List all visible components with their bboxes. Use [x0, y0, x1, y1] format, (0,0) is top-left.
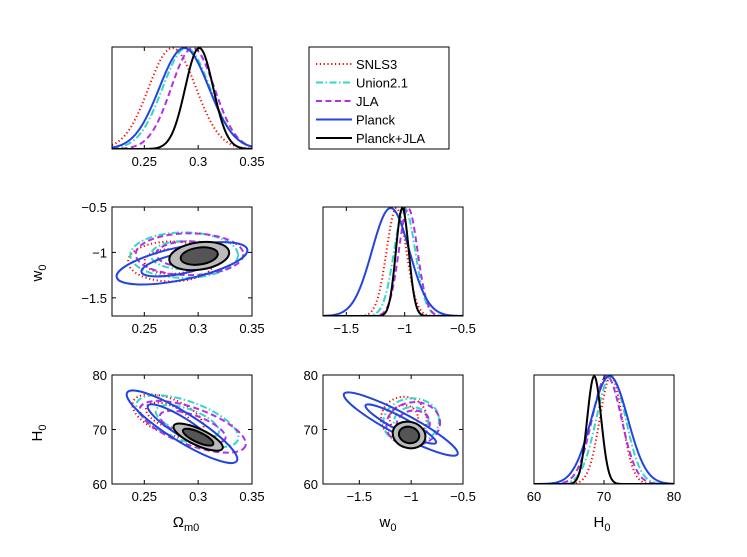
xlabel-om: Ωm0 — [173, 514, 200, 534]
y-tick-label: 60 — [93, 477, 107, 492]
legend-label: Planck — [356, 113, 396, 128]
xlabel-w0: w0 — [379, 514, 397, 534]
om-marginal-panel: 0.25 0.3 0.35 — [111, 46, 265, 169]
x-tick-label: −0.5 — [450, 489, 476, 504]
x-tick-label: 0.35 — [239, 489, 264, 504]
curve-jla — [534, 375, 674, 484]
legend-label: Union2.1 — [356, 76, 408, 91]
y-tick-label: −1 — [92, 245, 107, 260]
x-tick-label: 60 — [527, 489, 541, 504]
axes-frame — [322, 206, 464, 317]
curve-union2-1 — [323, 207, 463, 316]
contour-jla-outer — [134, 232, 245, 277]
curve-planck-jla — [534, 375, 674, 484]
curve-planck — [323, 207, 463, 316]
curve-planck-jla — [323, 207, 463, 316]
contour-planck-jla-inner — [179, 246, 219, 266]
y-tick-label: 70 — [304, 423, 318, 438]
x-tick-label: −1.5 — [333, 321, 359, 336]
w0-marginal-panel: −1.5 −1 −0.5 — [322, 206, 476, 336]
x-tick-label: −1 — [397, 321, 412, 336]
om-h0-contours-panel: 0.25 0.3 0.35 60 70 80 — [93, 368, 265, 504]
x-tick-label: 70 — [597, 489, 611, 504]
x-tick-label: 80 — [667, 489, 681, 504]
axes-frame — [111, 206, 253, 317]
y-tick-label: −0.5 — [81, 200, 107, 215]
x-tick-label: −1.5 — [346, 489, 372, 504]
ylabel-w0: w0 — [29, 265, 49, 283]
contour-planck-jla-inner — [397, 425, 421, 445]
x-tick-label: 0.25 — [132, 154, 157, 169]
x-tick-label: 0.3 — [189, 489, 207, 504]
xlabel-h0: H0 — [594, 514, 611, 534]
axes-frame — [111, 46, 253, 150]
curve-planck — [112, 47, 252, 149]
x-tick-label: −1 — [404, 489, 419, 504]
w0-h0-contours-panel: −1.5 −1 −0.5 60 70 80 — [304, 368, 476, 504]
legend-label: SNLS3 — [356, 57, 397, 72]
y-tick-label: 80 — [304, 368, 318, 383]
legend-label: Planck+JLA — [356, 131, 425, 146]
legend-label: JLA — [356, 94, 379, 109]
x-tick-label: 0.25 — [132, 321, 157, 336]
curve-union2-1 — [112, 47, 252, 149]
x-tick-label: 0.25 — [132, 489, 157, 504]
curve-jla — [112, 47, 252, 149]
contour-union2-1-outer — [135, 394, 240, 449]
x-tick-label: 0.35 — [239, 321, 264, 336]
x-tick-label: 0.3 — [189, 321, 207, 336]
ylabel-h0: H0 — [29, 425, 49, 442]
curve-planck-jla — [112, 47, 252, 149]
x-tick-label: −0.5 — [450, 321, 476, 336]
curve-planck — [534, 375, 674, 484]
x-tick-label: 0.3 — [189, 154, 207, 169]
contour-planck-outer — [125, 389, 239, 465]
legend: SNLS3 Union2.1 JLA Planck Planck+JLA — [308, 46, 450, 150]
y-tick-label: −1.5 — [81, 291, 107, 306]
curve-snls3 — [534, 375, 674, 484]
x-tick-label: 0.35 — [239, 154, 264, 169]
contour-planck-jla-inner — [181, 427, 215, 447]
contour-jla-outer — [138, 399, 247, 454]
y-tick-label: 80 — [93, 368, 107, 383]
y-tick-label: 70 — [93, 423, 107, 438]
h0-marginal-panel: 60 70 80 — [527, 374, 681, 504]
om-w0-contours-panel: 0.25 0.3 0.35 −0.5 −1 −1.5 — [81, 200, 264, 336]
curve-union2-1 — [534, 375, 674, 484]
y-tick-label: 60 — [304, 477, 318, 492]
